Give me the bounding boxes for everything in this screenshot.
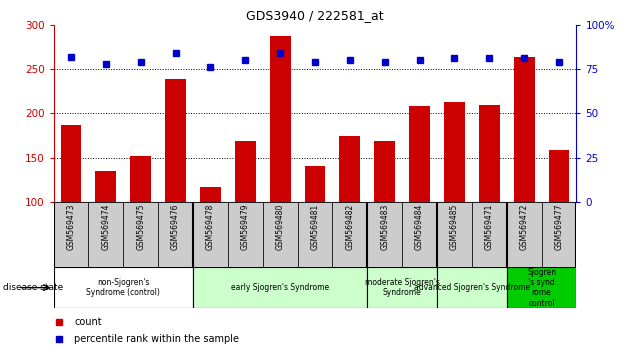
Bar	[340, 136, 360, 202]
Text: GSM569481: GSM569481	[311, 204, 319, 250]
Bar	[507, 267, 576, 308]
Bar	[270, 36, 290, 202]
Bar	[165, 79, 186, 202]
Bar	[507, 202, 542, 267]
Bar	[479, 105, 500, 202]
Text: disease state: disease state	[3, 283, 64, 292]
Text: non-Sjogren's
Syndrome (control): non-Sjogren's Syndrome (control)	[86, 278, 160, 297]
Text: percentile rank within the sample: percentile rank within the sample	[74, 333, 239, 343]
Bar	[549, 150, 570, 202]
Bar	[297, 202, 333, 267]
Text: GSM569474: GSM569474	[101, 204, 110, 250]
Bar	[437, 267, 507, 308]
Bar	[130, 156, 151, 202]
Bar	[235, 141, 256, 202]
Text: Sjogren
's synd
rome
control: Sjogren 's synd rome control	[527, 268, 556, 308]
Text: moderate Sjogren's
Syndrome: moderate Sjogren's Syndrome	[365, 278, 440, 297]
Text: GSM569482: GSM569482	[345, 204, 354, 250]
Text: GSM569483: GSM569483	[381, 204, 389, 250]
Text: advanced Sjogren's Syndrome: advanced Sjogren's Syndrome	[414, 283, 530, 292]
Bar	[95, 171, 117, 202]
Bar	[193, 202, 228, 267]
Text: GSM569475: GSM569475	[136, 204, 145, 250]
Bar	[304, 166, 326, 202]
Bar	[158, 202, 193, 267]
Bar	[409, 106, 430, 202]
Bar	[263, 202, 297, 267]
Text: GSM569471: GSM569471	[485, 204, 494, 250]
Bar	[228, 202, 263, 267]
Text: GSM569478: GSM569478	[206, 204, 215, 250]
Bar	[437, 202, 472, 267]
Bar	[367, 267, 437, 308]
Text: count: count	[74, 317, 102, 327]
Text: GSM569473: GSM569473	[67, 204, 76, 250]
Bar	[54, 202, 88, 267]
Text: GSM569485: GSM569485	[450, 204, 459, 250]
Text: GSM569476: GSM569476	[171, 204, 180, 250]
Bar	[444, 102, 465, 202]
Bar	[333, 202, 367, 267]
Text: GSM569479: GSM569479	[241, 204, 249, 250]
Bar	[60, 125, 81, 202]
Bar	[374, 141, 395, 202]
Bar	[200, 187, 221, 202]
Text: GSM569477: GSM569477	[554, 204, 563, 250]
Bar	[513, 57, 535, 202]
Text: early Sjogren's Syndrome: early Sjogren's Syndrome	[231, 283, 329, 292]
Bar	[193, 267, 367, 308]
Bar	[402, 202, 437, 267]
Bar	[542, 202, 576, 267]
Bar	[123, 202, 158, 267]
Text: GSM569480: GSM569480	[276, 204, 285, 250]
Bar	[88, 202, 123, 267]
Text: GSM569484: GSM569484	[415, 204, 424, 250]
Bar	[472, 202, 507, 267]
Bar	[367, 202, 402, 267]
Bar	[54, 267, 193, 308]
Text: GSM569472: GSM569472	[520, 204, 529, 250]
Text: GDS3940 / 222581_at: GDS3940 / 222581_at	[246, 9, 384, 22]
